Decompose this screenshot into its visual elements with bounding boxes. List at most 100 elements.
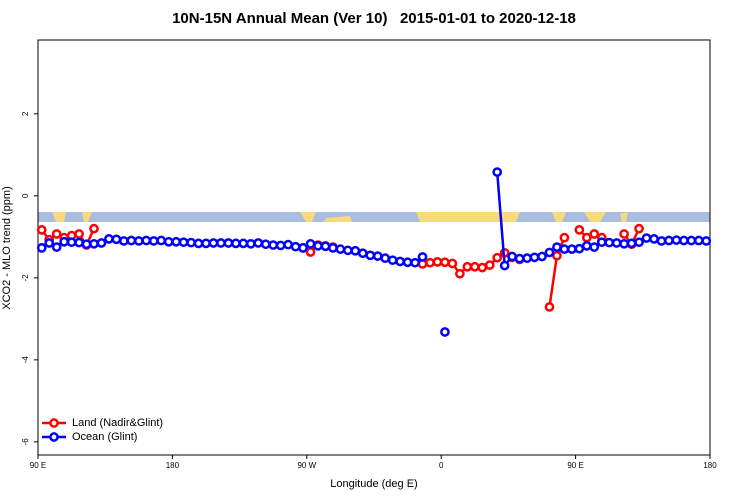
- data-point: [51, 229, 62, 239]
- data-point: [559, 232, 570, 243]
- data-point: [619, 238, 629, 249]
- data-point: [260, 239, 271, 250]
- data-point: [492, 252, 503, 263]
- data-point: [679, 235, 689, 246]
- data-point: [440, 257, 450, 268]
- legend-marker: [49, 418, 59, 428]
- data-point: [432, 257, 443, 267]
- data-point: [402, 257, 413, 268]
- chart-title: 10N-15N Annual Mean (Ver 10) 2015-01-01 …: [172, 10, 576, 27]
- data-point: [574, 243, 585, 254]
- data-point: [589, 242, 600, 252]
- x-tick-label: 180: [703, 461, 717, 470]
- data-point: [343, 245, 353, 256]
- data-point: [223, 238, 234, 248]
- legend-label: Land (Nadir&Glint): [72, 417, 163, 429]
- legend-label: Ocean (Glint): [72, 431, 137, 443]
- data-point: [36, 243, 47, 253]
- data-point: [36, 225, 47, 235]
- data-point: [701, 236, 712, 246]
- data-point: [89, 238, 99, 249]
- x-tick-label: 90 W: [297, 461, 316, 470]
- data-point: [104, 234, 114, 244]
- data-point: [589, 229, 600, 239]
- data-point: [544, 302, 555, 312]
- data-point: [290, 241, 301, 252]
- data-point: [529, 252, 540, 263]
- data-point: [89, 223, 99, 234]
- land-ocean-map-strip: [38, 212, 710, 222]
- data-point: [507, 251, 517, 262]
- data-point: [499, 260, 510, 271]
- data-point: [119, 236, 129, 246]
- data-point: [178, 237, 189, 248]
- land-strip: [52, 212, 628, 222]
- x-tick-label: 180: [166, 461, 180, 470]
- data-point: [133, 236, 144, 246]
- data-point: [574, 225, 585, 235]
- data-point: [238, 238, 249, 249]
- data-point: [581, 241, 592, 251]
- data-point: [492, 167, 503, 177]
- data-point: [148, 236, 159, 246]
- data-point: [66, 237, 77, 248]
- data-point: [522, 253, 532, 264]
- data-point: [634, 223, 644, 234]
- data-point: [395, 256, 405, 267]
- data-point: [552, 242, 562, 252]
- data-point: [544, 247, 555, 258]
- data-point: [649, 234, 659, 244]
- data-point: [350, 245, 361, 256]
- data-point: [253, 238, 264, 248]
- data-point: [208, 238, 219, 248]
- data-point: [477, 262, 488, 273]
- data-point: [365, 250, 376, 261]
- data-point: [171, 236, 181, 247]
- data-point: [619, 229, 629, 239]
- data-point: [193, 238, 204, 249]
- data-point: [298, 243, 308, 253]
- data-point: [626, 238, 637, 249]
- data-point: [380, 253, 391, 264]
- data-point: [305, 247, 316, 257]
- data-point: [634, 237, 644, 248]
- data-point: [51, 242, 62, 252]
- data-point: [656, 236, 667, 246]
- data-point: [596, 237, 607, 248]
- data-point: [447, 258, 458, 269]
- legend: Land (Nadir&Glint) Ocean (Glint): [42, 417, 163, 443]
- data-point: [581, 232, 592, 243]
- data-point: [245, 238, 256, 249]
- data-point: [201, 238, 211, 249]
- data-point: [671, 235, 682, 245]
- data-point: [664, 235, 674, 246]
- data-point: [111, 234, 122, 245]
- y-tick-label: 0: [21, 193, 30, 198]
- data-point: [484, 260, 495, 270]
- data-point: [96, 238, 107, 248]
- data-point: [141, 235, 152, 246]
- data-point: [357, 248, 368, 259]
- data-point: [455, 268, 465, 279]
- data-point: [186, 237, 196, 248]
- data-point: [425, 257, 435, 268]
- data-point: [552, 250, 562, 261]
- y-axis-label: XCO2 - MLO trend (ppm): [1, 186, 13, 309]
- plot-frame: [37, 39, 711, 456]
- data-point: [320, 241, 331, 252]
- y-tick-label: -2: [21, 274, 30, 282]
- y-tick-label: -4: [21, 356, 30, 364]
- data-point: [387, 255, 398, 266]
- ocean-strip: [38, 212, 710, 222]
- data-point: [283, 239, 293, 250]
- x-tick-label: 90 E: [567, 461, 583, 470]
- data-point: [604, 237, 615, 248]
- data-point: [268, 240, 279, 250]
- data-point: [126, 235, 137, 246]
- data-point: [163, 236, 174, 247]
- data-point: [567, 244, 577, 254]
- data-point: [372, 251, 383, 261]
- data-point: [641, 233, 652, 243]
- x-tick-label: 0: [439, 461, 444, 470]
